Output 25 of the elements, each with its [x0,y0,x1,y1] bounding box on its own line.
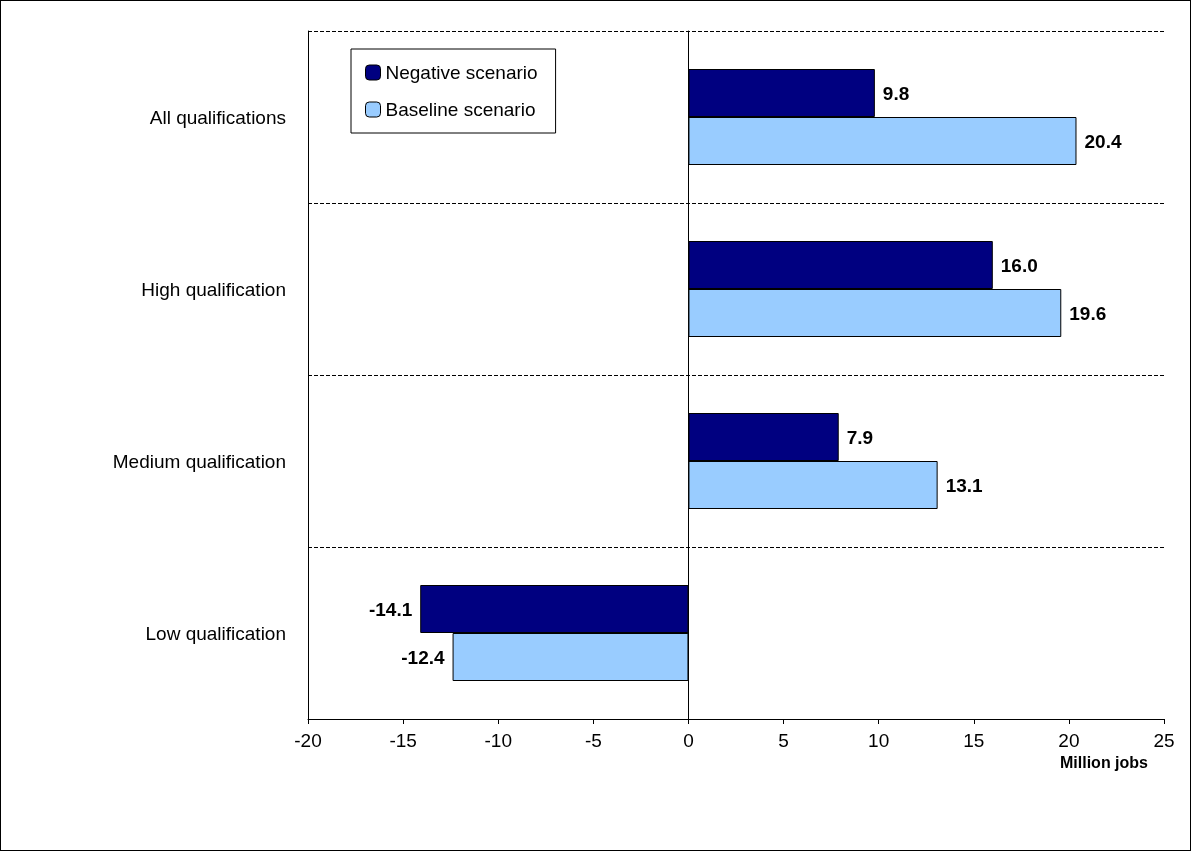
data-label: -12.4 [401,646,445,668]
x-tick-label: 20 [1058,730,1080,751]
legend-label: Baseline scenario [385,99,536,120]
data-label: 9.8 [882,82,910,104]
x-tick-label: 10 [868,730,890,751]
x-axis-title: Million jobs [1060,753,1149,771]
x-tick-label: 25 [1153,730,1175,751]
legend-label: Negative scenario [385,62,538,83]
y-tick-label: All qualifications [149,106,286,128]
data-label: 16.0 [1000,254,1038,276]
data-label: 19.6 [1069,302,1107,324]
x-tick-label: 5 [778,730,789,751]
x-tick-label: 0 [683,730,694,751]
data-label: 7.9 [846,426,874,448]
data-label: 20.4 [1084,130,1122,152]
x-tick-label: -20 [294,730,322,751]
y-tick-label: Medium qualification [112,450,286,472]
y-tick-label: High qualification [141,278,286,300]
x-tick-label: -10 [484,730,512,751]
x-tick-label: 15 [963,730,985,751]
data-label: 13.1 [945,474,984,496]
y-tick-label: Low qualification [145,622,286,644]
x-tick-label: -15 [389,730,417,751]
data-label: -14.1 [368,598,413,620]
x-tick-label: -5 [584,730,602,751]
